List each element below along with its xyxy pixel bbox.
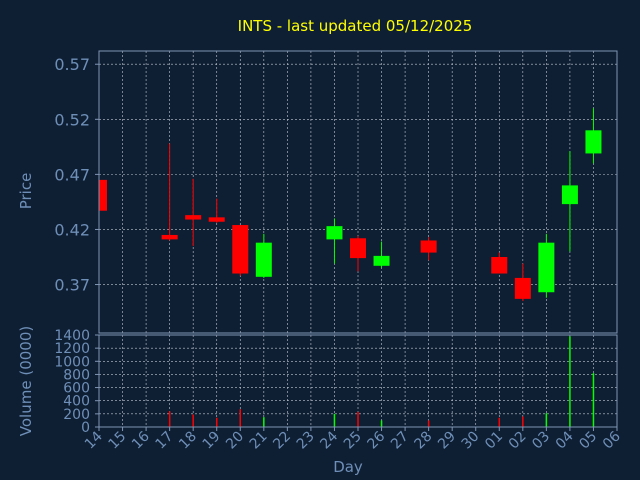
volume-tick-label: 1000 <box>54 354 90 370</box>
candle-body <box>561 185 578 205</box>
candle-body <box>350 238 366 259</box>
candle-body <box>514 277 531 299</box>
candle-body <box>232 225 249 274</box>
x-axis-label: Day <box>333 458 363 476</box>
price-tick-label: 0.57 <box>54 55 90 74</box>
x-axis-ticks: 14 15 16 17 18 19 20 21 22 23 24 25 26 27 28 29 30 01 02 03… <box>82 427 624 452</box>
candle-body <box>373 255 390 266</box>
candle-body <box>420 240 437 253</box>
candle-body <box>491 256 508 274</box>
candle-body <box>255 242 272 277</box>
price-tick-label: 0.42 <box>54 220 90 239</box>
candle-body <box>99 179 107 211</box>
price-axis-label: Price <box>17 173 35 210</box>
chart-title: INTS - last updated 05/12/2025 <box>238 17 473 35</box>
volume-tick-label: 1400 <box>54 328 90 344</box>
candle-body <box>185 215 202 220</box>
candle-body <box>326 226 343 240</box>
volume-tick-label: 800 <box>63 367 90 383</box>
volume-bars <box>168 336 595 427</box>
volume-tick-label: 600 <box>63 381 90 397</box>
price-panel-frame <box>98 50 618 334</box>
price-tick-label: 0.52 <box>54 110 90 129</box>
candles <box>98 108 602 302</box>
candle-body <box>538 242 555 293</box>
price-tick-label: 0.47 <box>54 165 90 184</box>
volume-tick-label: 1200 <box>54 341 90 357</box>
candle-body <box>161 234 178 240</box>
volume-axis-label: Volume (0000) <box>17 326 35 436</box>
price-tick-label: 0.37 <box>54 276 90 295</box>
volume-tick-label: 400 <box>63 394 90 410</box>
volume-tick-label: 200 <box>63 407 90 423</box>
volume-grid <box>99 335 617 427</box>
candle-body <box>585 130 602 154</box>
volume-tick-label: 0 <box>81 420 90 436</box>
price-axis-ticks: 0.37 0.42 0.47 0.52 0.57 <box>54 55 99 295</box>
candle-body <box>208 217 225 222</box>
